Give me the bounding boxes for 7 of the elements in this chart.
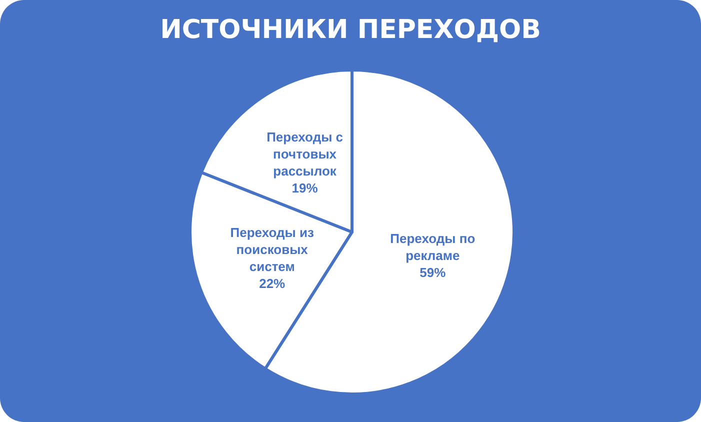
slice-label: Переходы из поисковых систем (230, 224, 314, 274)
data-label: 22% (259, 276, 286, 291)
data-label: 59% (420, 264, 446, 280)
slice-label: Переходы с почтовых рассылок (266, 130, 344, 179)
chart-title: ИСТОЧНИКИ ПЕРЕХОДОВ (160, 15, 541, 45)
slice-label: Переходы по рекламе (390, 230, 476, 263)
data-label: 19% (292, 180, 318, 196)
